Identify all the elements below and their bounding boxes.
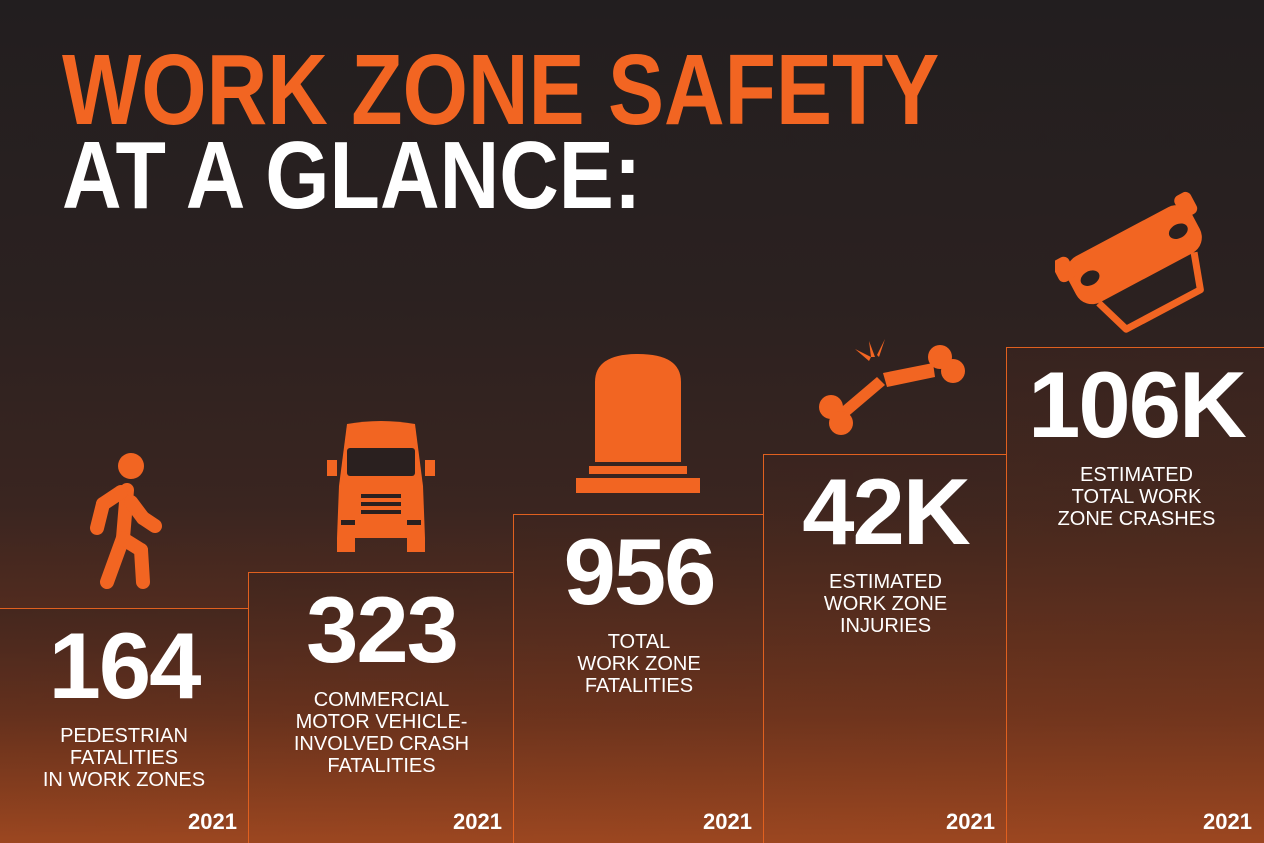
tombstone-icon — [576, 354, 700, 493]
stat-card-cmv: 323 COMMERCIAL MOTOR VEHICLE- INVOLVED C… — [248, 572, 514, 843]
stat-year: 2021 — [453, 809, 502, 834]
stat-label: ESTIMATED WORK ZONE INJURIES — [764, 571, 1007, 637]
stat-card-fatalities: 956 TOTAL WORK ZONE FATALITIES 2021 — [513, 514, 764, 843]
label-line: COMMERCIAL — [313, 689, 450, 711]
title-line-1: WORK ZONE SAFETY — [62, 34, 940, 146]
stat-value: 164 — [48, 613, 202, 718]
label-line: IN WORK ZONES — [42, 769, 206, 791]
label-line: FATALITIES — [69, 747, 179, 769]
label-line: PEDESTRIAN — [60, 725, 188, 747]
stat-label: TOTAL WORK ZONE FATALITIES — [514, 631, 764, 697]
stat-label: PEDESTRIAN FATALITIES IN WORK ZONES — [0, 725, 249, 791]
label-line: TOTAL WORK — [1071, 486, 1202, 508]
stat-card-injuries: 42K ESTIMATED WORK ZONE INJURIES 2021 — [763, 454, 1007, 843]
stat-value: 42K — [802, 459, 970, 564]
stat-value: 106K — [1028, 352, 1247, 457]
stat-year: 2021 — [1203, 809, 1252, 834]
stat-value: 323 — [306, 577, 459, 682]
stat-value: 956 — [563, 519, 717, 624]
stat-label: COMMERCIAL MOTOR VEHICLE- INVOLVED CRASH… — [249, 689, 514, 777]
stat-label: ESTIMATED TOTAL WORK ZONE CRASHES — [1007, 464, 1264, 530]
label-line: TOTAL — [607, 631, 671, 653]
label-line: WORK ZONE — [823, 593, 948, 615]
label-line: FATALITIES — [584, 675, 694, 697]
label-line: MOTOR VEHICLE- — [295, 711, 468, 733]
pedestrian-icon — [90, 453, 162, 589]
truck-icon — [327, 421, 435, 552]
label-line: WORK ZONE — [577, 653, 701, 675]
stat-year: 2021 — [188, 809, 237, 834]
title-line-2: AT A GLANCE: — [62, 122, 642, 229]
label-line: ZONE CRASHES — [1057, 508, 1216, 530]
label-line: INJURIES — [839, 615, 932, 637]
overturned-car-icon — [1055, 191, 1204, 333]
label-line: FATALITIES — [327, 755, 436, 777]
stat-year: 2021 — [946, 809, 995, 834]
label-line: ESTIMATED — [829, 571, 942, 593]
broken-bone-icon — [819, 339, 965, 435]
label-line: INVOLVED CRASH — [293, 733, 470, 755]
stat-card-pedestrian: 164 PEDESTRIAN FATALITIES IN WORK ZONES … — [0, 608, 249, 843]
stat-card-crashes: 106K ESTIMATED TOTAL WORK ZONE CRASHES 2… — [1006, 347, 1264, 843]
stat-year: 2021 — [703, 809, 752, 834]
label-line: ESTIMATED — [1080, 464, 1193, 486]
